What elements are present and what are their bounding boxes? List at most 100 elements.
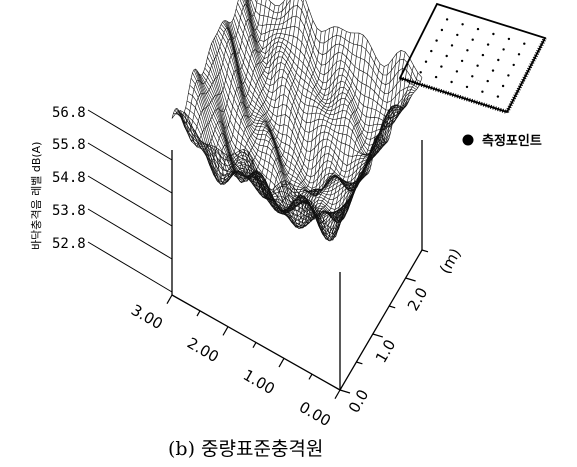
x-tick-label: 0.00 <box>296 398 334 430</box>
z-tick-label: 53.8 <box>52 203 86 219</box>
measurement-point <box>507 37 511 41</box>
z-tick-lines <box>87 109 173 293</box>
measurement-point <box>435 39 438 42</box>
measurement-point <box>445 18 449 21</box>
surface-grid-line <box>230 22 399 157</box>
y-tick <box>389 305 396 309</box>
y-tick-label: 2.0 <box>404 284 432 314</box>
measurement-point <box>460 59 464 63</box>
measurement-point <box>465 85 469 89</box>
surface-grid-line <box>242 0 409 140</box>
z-tick-label: 52.8 <box>52 236 86 252</box>
measurement-point <box>486 79 489 83</box>
measurement-point <box>481 53 485 57</box>
legend-marker <box>462 134 474 146</box>
surface-grid-line <box>185 107 354 228</box>
surface-grid-line <box>215 35 384 194</box>
measurement-point <box>492 32 495 36</box>
surface-grid-line <box>245 0 412 128</box>
measurement-point <box>517 53 521 56</box>
measurement-point <box>424 60 428 63</box>
measurement-point <box>450 80 453 84</box>
x-tick <box>308 373 313 380</box>
z-axis-label: 바닥충격음 레벨 dB(A) <box>30 142 43 250</box>
surface-grid-line <box>199 73 368 226</box>
y-tick <box>372 333 383 338</box>
measurement-point <box>445 54 448 58</box>
measurement-points <box>419 18 526 98</box>
surface-grid-line <box>211 43 380 206</box>
measurement-point <box>486 43 490 46</box>
surface-grid-line <box>203 72 372 229</box>
z-tick-label: 54.8 <box>52 170 86 186</box>
measurement-point <box>471 38 474 41</box>
y-tick-label: 0.0 <box>345 386 373 416</box>
x-tick <box>196 310 201 317</box>
y-tick <box>405 277 416 282</box>
x-axis-ticks <box>166 294 341 399</box>
measurement-point <box>440 65 443 68</box>
x-tick-label: 3.00 <box>128 301 166 333</box>
surface-grid-line <box>207 57 376 221</box>
surface-grid-line <box>205 62 375 225</box>
x-tick <box>278 358 285 368</box>
measurement-point <box>512 63 515 67</box>
z-tick-label: 56.8 <box>52 105 86 121</box>
surface-grid-line <box>192 72 361 218</box>
y-tick-label: 1.0 <box>372 336 400 366</box>
measurement-point <box>456 33 459 37</box>
measurement-point <box>471 75 474 78</box>
x-tick <box>166 294 173 304</box>
measurement-plan-inset <box>398 2 547 115</box>
surface-grid-line <box>237 2 406 151</box>
measurement-point <box>466 49 469 52</box>
surface-grid-line <box>223 20 393 189</box>
surface-grid-line <box>239 0 408 146</box>
surface-grid-line <box>248 0 417 103</box>
x-tick <box>222 326 229 336</box>
y-tick <box>339 389 351 394</box>
measurement-point <box>434 75 438 79</box>
measurement-point <box>440 28 444 32</box>
surface-grid-line <box>244 0 410 134</box>
surface-grid-line <box>204 67 374 228</box>
x-tick-label: 2.00 <box>184 334 222 366</box>
x-tick <box>334 389 341 399</box>
measurement-point <box>496 95 500 98</box>
y-tick <box>356 361 363 365</box>
surface-grid-line <box>254 0 421 82</box>
measurement-point <box>419 71 422 74</box>
measurement-point <box>430 49 433 53</box>
surface-grid-line <box>247 0 416 111</box>
surface-grid-line <box>208 51 378 217</box>
measurement-point <box>461 23 464 26</box>
measurement-point <box>502 48 505 51</box>
surface-grid-line <box>220 24 390 195</box>
z-tick-label: 55.8 <box>52 137 86 153</box>
measurement-point <box>523 42 526 45</box>
surface-grid-line <box>251 0 420 86</box>
measurement-point <box>450 44 454 47</box>
surface-grid-line <box>227 21 397 173</box>
measurement-point <box>481 90 484 93</box>
surface-grid-line <box>246 0 414 118</box>
x-tick-label: 1.00 <box>240 366 278 398</box>
y-tick <box>421 249 429 253</box>
surface-grid-line <box>229 22 398 167</box>
legend-label: 측정포인트 <box>482 133 542 149</box>
surface-grid-line <box>268 0 423 78</box>
y-axis-unit: (m) <box>436 245 465 277</box>
measurement-point <box>476 27 480 31</box>
measurement-point <box>476 64 479 67</box>
surface-mesh <box>171 0 423 242</box>
surface-grid-line <box>193 69 363 219</box>
x-tick <box>252 342 257 349</box>
surface-grid-line <box>225 20 394 184</box>
figure-caption: (b) 중량표준충격원 <box>168 438 323 460</box>
surface-grid-line <box>201 74 371 229</box>
surface-grid-line <box>245 0 413 125</box>
measurement-point <box>507 74 510 77</box>
measurement-point <box>491 69 495 72</box>
surface-grid-line <box>318 50 402 240</box>
